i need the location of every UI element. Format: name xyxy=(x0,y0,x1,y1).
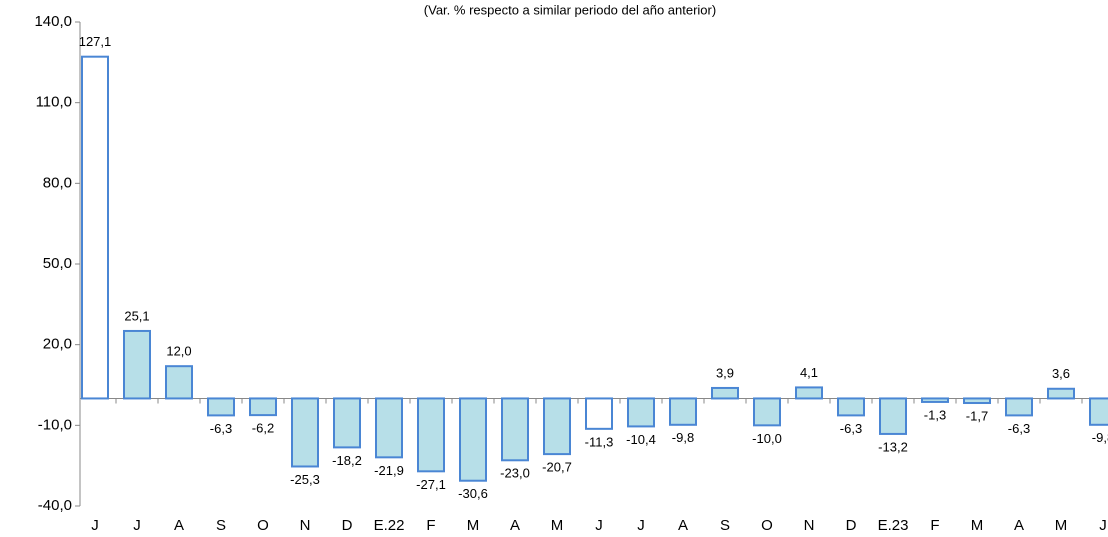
value-label: 12,0 xyxy=(166,344,191,359)
bar xyxy=(207,397,235,417)
value-label: -10,4 xyxy=(626,432,656,447)
bar xyxy=(249,397,277,417)
bar xyxy=(879,397,907,435)
value-label: -27,1 xyxy=(416,477,446,492)
y-tick-label: 110,0 xyxy=(36,94,72,111)
bar xyxy=(1089,397,1108,426)
value-label: -9,8 xyxy=(1092,430,1108,445)
x-tick-label: F xyxy=(930,517,939,534)
bar xyxy=(921,397,949,403)
value-label: -1,7 xyxy=(966,408,988,423)
bar xyxy=(837,397,865,417)
bar xyxy=(123,329,151,400)
x-tick-label: A xyxy=(678,517,688,534)
bar xyxy=(375,397,403,459)
bar xyxy=(459,397,487,482)
bar xyxy=(417,397,445,473)
x-tick-label: E.22 xyxy=(374,517,405,534)
x-tick-label: A xyxy=(510,517,520,534)
y-tick-label: -10,0 xyxy=(38,416,72,433)
value-label: -20,7 xyxy=(542,460,572,475)
value-label: 3,6 xyxy=(1052,366,1070,381)
value-label: -10,0 xyxy=(752,431,782,446)
x-tick-label: O xyxy=(257,517,269,534)
x-tick-label: A xyxy=(174,517,184,534)
x-tick-label: E.23 xyxy=(878,517,909,534)
value-label: -11,3 xyxy=(585,434,614,449)
value-label: 3,9 xyxy=(716,365,734,380)
x-tick-label: M xyxy=(551,517,564,534)
y-tick-label: 80,0 xyxy=(43,174,72,191)
value-label: -30,6 xyxy=(458,486,488,501)
value-label: -6,3 xyxy=(1008,421,1030,436)
value-label: -13,2 xyxy=(878,439,908,454)
x-tick-label: S xyxy=(720,517,730,534)
value-label: 25,1 xyxy=(124,308,149,323)
x-tick-label: S xyxy=(216,517,226,534)
x-tick-label: J xyxy=(91,517,99,534)
y-tick-label: 50,0 xyxy=(43,255,72,272)
chart-subtitle: (Var. % respecto a similar periodo del a… xyxy=(424,2,716,17)
x-tick-label: D xyxy=(342,517,353,534)
y-tick-label: -40,0 xyxy=(38,497,72,514)
bar xyxy=(627,397,655,428)
value-label: -18,2 xyxy=(332,453,362,468)
x-tick-label: N xyxy=(300,517,311,534)
value-label: -6,3 xyxy=(840,421,862,436)
y-tick-label: 140,0 xyxy=(34,13,72,30)
x-tick-label: D xyxy=(846,517,857,534)
bar xyxy=(81,55,109,400)
bar xyxy=(501,397,529,462)
bar xyxy=(585,397,613,430)
x-tick-label: J xyxy=(1099,517,1107,534)
bar xyxy=(1047,387,1075,400)
bar xyxy=(753,397,781,427)
x-tick-label: A xyxy=(1014,517,1024,534)
x-tick-label: F xyxy=(426,517,435,534)
value-label: -23,0 xyxy=(500,466,530,481)
x-tick-label: J xyxy=(637,517,645,534)
value-label: -6,3 xyxy=(210,421,232,436)
bar xyxy=(711,386,739,400)
bar xyxy=(963,397,991,405)
bar xyxy=(291,397,319,468)
bar xyxy=(333,397,361,449)
value-label: -1,3 xyxy=(924,407,946,422)
bar xyxy=(669,397,697,426)
bar xyxy=(795,386,823,400)
value-label: -6,2 xyxy=(252,421,274,436)
x-tick-label: J xyxy=(133,517,141,534)
bar xyxy=(165,365,193,400)
value-label: -25,3 xyxy=(290,472,320,487)
value-label: -21,9 xyxy=(374,463,404,478)
x-tick-label: J xyxy=(595,517,603,534)
x-tick-label: O xyxy=(761,517,773,534)
value-label: -9,8 xyxy=(672,430,694,445)
value-label: 4,1 xyxy=(800,365,818,380)
x-tick-label: M xyxy=(971,517,984,534)
x-tick-label: M xyxy=(1055,517,1068,534)
bar xyxy=(543,397,571,456)
y-tick-label: 20,0 xyxy=(43,336,72,353)
bar xyxy=(1005,397,1033,417)
value-label: 127,1 xyxy=(79,34,112,49)
x-tick-label: N xyxy=(804,517,815,534)
x-tick-label: M xyxy=(467,517,480,534)
